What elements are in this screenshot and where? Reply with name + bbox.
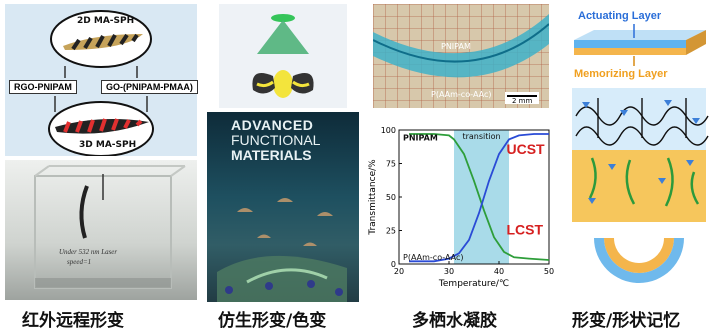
label-memorizing-layer: Memorizing Layer xyxy=(574,68,668,80)
glass-cube-photo xyxy=(34,165,186,289)
scale-bar-label: 2 mm xyxy=(512,97,533,105)
label-3d-ma-sph: 3D MA-SPH xyxy=(79,140,137,150)
x-axis-label: Temperature/℃ xyxy=(438,279,509,289)
journal-title-line1: ADVANCED xyxy=(231,117,314,133)
worm-2d-icon xyxy=(63,33,143,51)
photo-caption-2: speed=1 xyxy=(67,258,92,266)
caption-shape-memory: 形变/形状记忆 xyxy=(572,311,681,331)
network-structure-diagram xyxy=(572,88,709,283)
caption-multi-habitat-hydrogel: 多栖水凝胶 xyxy=(412,311,497,331)
caption-infrared-deformation: 红外远程形变 xyxy=(22,311,124,331)
series-label-paam: P(AAm-co-AAc) xyxy=(403,253,464,262)
label-go-pnipam-pmaa: GO-(PNIPAM-PMAA) xyxy=(101,80,198,94)
panel-1-schematic: 2D MA-SPH RGO-PNIPAM GO-(PNIPAM-PMAA) 3D… xyxy=(5,4,198,157)
caption-bionic-deformation: 仿生形变/色变 xyxy=(218,311,327,331)
series-line-1 xyxy=(409,133,549,263)
y-tick-label: 50 xyxy=(386,193,396,202)
journal-cover: ADVANCED FUNCTIONAL MATERIALS xyxy=(207,112,359,302)
transition-label: transition xyxy=(462,132,500,141)
panel-4-bilayer: Actuating Layer Memorizing Layer xyxy=(568,4,710,298)
panel-2-bioinspired xyxy=(219,4,347,108)
y-tick-label: 75 xyxy=(386,160,396,169)
panel-1-photo: Under 532 nm Laser speed=1 xyxy=(5,160,197,300)
worm-3d-icon xyxy=(55,118,149,134)
tag-ucst: UCST xyxy=(507,141,546,157)
y-tick-label: 0 xyxy=(391,260,396,269)
y-tick-label: 100 xyxy=(381,126,396,135)
journal-title-line3: MATERIALS xyxy=(231,147,312,163)
schematic-figure xyxy=(48,10,154,157)
x-tick-label: 30 xyxy=(444,267,454,276)
label-actuating-layer: Actuating Layer xyxy=(578,10,662,22)
label-rgo-pnipam: RGO-PNIPAM xyxy=(9,80,77,94)
x-tick-label: 40 xyxy=(494,267,504,276)
tag-lcst: LCST xyxy=(507,222,544,238)
bilayer-diagram xyxy=(574,24,706,66)
y-axis-label: Transmittance/% xyxy=(368,159,378,236)
series-label-pnipam: PNIPAM xyxy=(403,134,438,143)
x-tick-label: 20 xyxy=(394,267,404,276)
panel-3-hydrogel-photo: PNIPAM P(AAm-co-AAc) 2 mm xyxy=(372,4,550,108)
chart-svg: transition 0 25 50 75 100 20 30 40 50 Temperature/… xyxy=(368,126,554,289)
journal-title-line2: FUNCTIONAL xyxy=(231,132,321,148)
series-line-0 xyxy=(409,133,550,261)
curved-bilayer-icon xyxy=(594,238,684,283)
transmittance-chart: transition 0 25 50 75 100 20 30 40 50 Temperature/… xyxy=(365,120,555,300)
y-tick-label: 25 xyxy=(386,227,396,236)
photo-caption-1: Under 532 nm Laser xyxy=(59,248,118,256)
x-tick-label: 50 xyxy=(544,267,554,276)
cover-artwork xyxy=(217,198,347,302)
label-paam-photo: P(AAm-co-AAc) xyxy=(431,90,492,99)
label-2d-ma-sph: 2D MA-SPH xyxy=(77,16,135,26)
label-pnipam-photo: PNIPAM xyxy=(441,42,471,51)
hydrogel-strip-photo xyxy=(372,4,550,108)
insect-illustration xyxy=(252,14,314,98)
